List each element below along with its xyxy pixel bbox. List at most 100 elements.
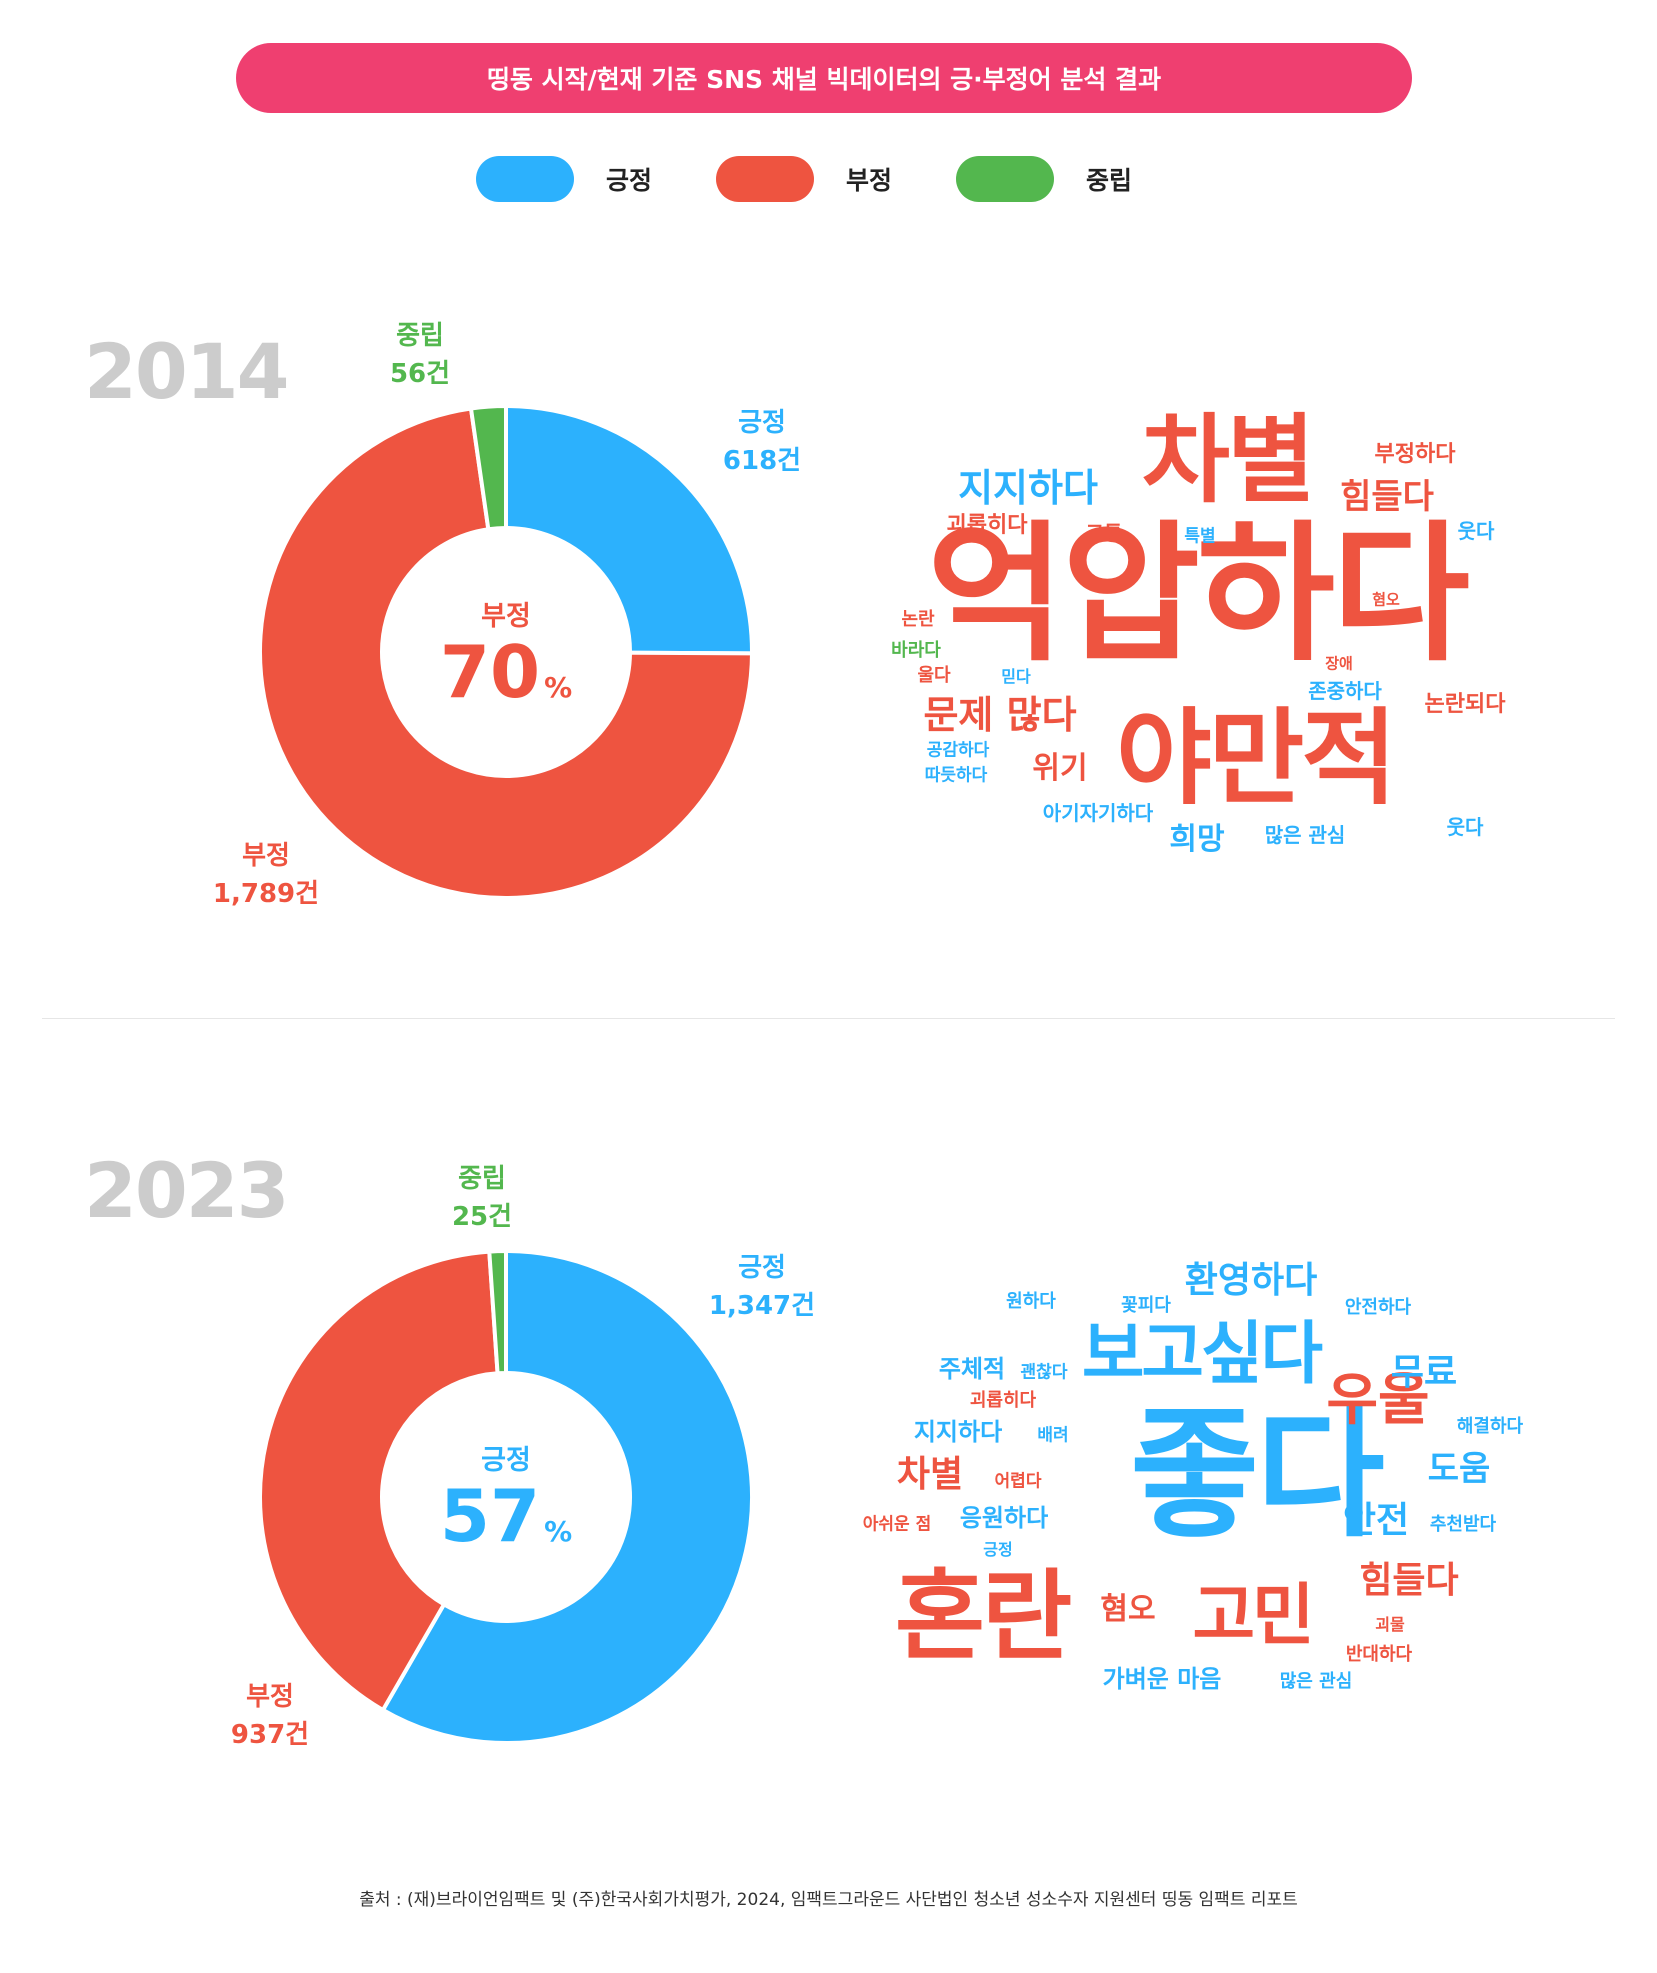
slice-category-2014-negative: 부정 bbox=[242, 841, 290, 871]
word-cloud-term-2014: 공감하다 bbox=[926, 740, 990, 761]
center-value-2023: 57% bbox=[376, 1476, 636, 1556]
legend-label-negative: 부정 bbox=[846, 166, 893, 195]
word-cloud-term-2014: 힘들다 bbox=[1340, 477, 1434, 517]
legend-label-neutral: 중립 bbox=[1086, 166, 1133, 195]
word-cloud-term-2014: 부정하다 bbox=[1374, 442, 1456, 467]
word-cloud-term-2014: 괴롭히다 bbox=[946, 513, 1028, 538]
word-cloud-term-2014: 논란되다 bbox=[1424, 692, 1506, 717]
center-category-2023: 긍정 bbox=[481, 1445, 531, 1476]
slice-value-2014-positive: 618건 bbox=[722, 446, 802, 476]
word-cloud-term-2014: 아기자기하다 bbox=[1042, 801, 1154, 825]
word-cloud-term-2023: 괴롭히다 bbox=[969, 1390, 1037, 1411]
legend-swatch-positive bbox=[476, 156, 574, 202]
word-cloud-term-2014: 문제 많다 bbox=[923, 693, 1077, 737]
legend: 긍정 부정 중립 bbox=[0, 154, 1657, 204]
word-cloud-term-2023: 괴물 bbox=[1375, 1615, 1405, 1634]
word-cloud-term-2023: 도움 bbox=[1427, 1449, 1491, 1489]
slice-value-2014-neutral: 56건 bbox=[389, 359, 451, 389]
slice-category-2014-neutral: 중립 bbox=[396, 321, 444, 351]
word-cloud-term-2023: 안전하다 bbox=[1344, 1297, 1412, 1318]
word-cloud-term-2023: 꽃피다 bbox=[1121, 1295, 1171, 1316]
slice-label-2023-neutral: 중립 25건 bbox=[382, 1160, 582, 1236]
word-cloud-term-2023: 추천받다 bbox=[1429, 1514, 1497, 1535]
donut-slice-2014-neutral bbox=[468, 404, 508, 532]
slice-category-2023-positive: 긍정 bbox=[738, 1253, 786, 1283]
word-cloud-term-2014: 고통 bbox=[1085, 521, 1123, 545]
word-cloud-term-2023: 환영하다 bbox=[1184, 1260, 1318, 1301]
legend-item-positive: 긍정 bbox=[476, 154, 652, 204]
word-cloud-term-2014: 지지하다 bbox=[958, 466, 1098, 510]
donut-slice-2014-negative bbox=[258, 406, 754, 900]
word-cloud-term-2014: 위기 bbox=[1032, 751, 1088, 786]
word-cloud-term-2023: 고민 bbox=[1192, 1577, 1314, 1656]
word-cloud-term-2023: 원하다 bbox=[1006, 1291, 1056, 1312]
slice-label-2014-positive: 긍정 618건 bbox=[662, 404, 862, 480]
center-percent-2014: 70 bbox=[439, 630, 541, 714]
word-cloud-term-2014: 따듯하다 bbox=[924, 765, 988, 786]
word-cloud-term-2014: 차별 bbox=[1141, 404, 1316, 516]
slice-value-2023-negative: 937건 bbox=[230, 1720, 310, 1750]
word-cloud-term-2014: 논란 bbox=[901, 609, 935, 630]
slice-label-2023-positive: 긍정 1,347건 bbox=[662, 1249, 862, 1325]
word-cloud-term-2014: 억압하다 bbox=[926, 508, 1470, 682]
word-cloud-term-2023: 힘들다 bbox=[1359, 1560, 1459, 1601]
word-cloud-term-2014: 희망 bbox=[1169, 822, 1225, 857]
slice-category-2023-negative: 부정 bbox=[246, 1682, 294, 1712]
center-label-2014: 부정 70% bbox=[376, 594, 636, 712]
source-note: 출처 : (재)브라이언임팩트 및 (주)한국사회가치평가, 2024, 임팩트… bbox=[359, 1890, 1298, 1910]
slice-value-2014-negative: 1,789건 bbox=[212, 879, 320, 909]
chart-title-banner: 띵동 시작/현재 기준 SNS 채널 빅데이터의 긍·부정어 분석 결과 bbox=[236, 43, 1412, 113]
word-cloud-term-2014: 울다 bbox=[917, 665, 951, 686]
section-divider bbox=[42, 1018, 1615, 1019]
year-label-2023: 2023 bbox=[84, 1146, 290, 1235]
legend-item-negative: 부정 bbox=[716, 154, 892, 204]
slice-label-2014-neutral: 중립 56건 bbox=[320, 317, 520, 393]
center-value-2014: 70% bbox=[376, 630, 636, 714]
slice-value-2023-positive: 1,347건 bbox=[708, 1291, 816, 1321]
word-cloud-term-2014: 특별 bbox=[1184, 526, 1216, 547]
word-cloud-term-2014: 존중하다 bbox=[1308, 679, 1382, 703]
word-cloud-term-2023: 배려 bbox=[1037, 1425, 1069, 1446]
word-cloud-term-2023: 안전 bbox=[1342, 1500, 1410, 1541]
word-cloud-term-2014: 웃다 bbox=[1446, 815, 1484, 839]
word-cloud-term-2023: 혐오 bbox=[1100, 1592, 1156, 1627]
slice-label-2014-negative: 부정 1,789건 bbox=[166, 837, 366, 913]
chart-title: 띵동 시작/현재 기준 SNS 채널 빅데이터의 긍·부정어 분석 결과 bbox=[486, 65, 1162, 94]
word-cloud-term-2023: 괜찮다 bbox=[1020, 1362, 1068, 1383]
donut-slice-2014-positive bbox=[504, 404, 754, 656]
word-cloud-term-2023: 보고싶다 bbox=[1081, 1315, 1323, 1394]
donut-slice-2023-negative bbox=[258, 1249, 500, 1713]
word-cloud-term-2023: 아쉬운 점 bbox=[862, 1514, 932, 1535]
word-cloud-term-2023: 반대하다 bbox=[1345, 1644, 1413, 1665]
slice-category-2014-positive: 긍정 bbox=[738, 408, 786, 438]
donut-chart-2014 bbox=[258, 404, 754, 900]
word-cloud-term-2014: 장애 bbox=[1325, 654, 1353, 673]
word-cloud-term-2023: 우울 bbox=[1326, 1368, 1430, 1433]
donut-slice-2023-neutral bbox=[487, 1249, 508, 1376]
word-cloud-term-2014: 웃다 bbox=[1457, 519, 1495, 543]
word-cloud-term-2023: 가벼운 마음 bbox=[1102, 1665, 1222, 1693]
word-cloud-term-2023: 주체적 bbox=[938, 1355, 1006, 1383]
center-percent-unit-2014: % bbox=[544, 671, 573, 704]
word-cloud-term-2023: 혼란 bbox=[894, 1560, 1072, 1674]
word-cloud-term-2023: 좋다 bbox=[1130, 1394, 1385, 1557]
slice-value-2023-neutral: 25건 bbox=[451, 1202, 513, 1232]
word-cloud-term-2023: 응원하다 bbox=[959, 1504, 1049, 1532]
word-cloud-term-2023: 무료 bbox=[1390, 1352, 1458, 1393]
donut-chart-2023 bbox=[258, 1249, 754, 1745]
donut-slice-2023-positive bbox=[380, 1249, 754, 1745]
word-cloud-term-2023: 지지하다 bbox=[913, 1418, 1003, 1446]
legend-item-neutral: 중립 bbox=[956, 154, 1132, 204]
word-cloud-term-2014: 많은 관심 bbox=[1264, 823, 1346, 847]
word-cloud-term-2023: 어렵다 bbox=[994, 1471, 1042, 1492]
slice-label-2023-negative: 부정 937건 bbox=[170, 1678, 370, 1754]
word-cloud-term-2014: 혐오 bbox=[1372, 590, 1400, 609]
word-cloud-term-2014: 믿다 bbox=[1001, 667, 1031, 686]
center-label-2023: 긍정 57% bbox=[376, 1438, 636, 1556]
legend-swatch-neutral bbox=[956, 156, 1054, 202]
legend-swatch-negative bbox=[716, 156, 814, 202]
year-label-2014: 2014 bbox=[84, 327, 290, 416]
center-percent-unit-2023: % bbox=[544, 1515, 573, 1548]
legend-label-positive: 긍정 bbox=[606, 166, 653, 195]
word-cloud-term-2014: 야만적 bbox=[1115, 697, 1397, 819]
